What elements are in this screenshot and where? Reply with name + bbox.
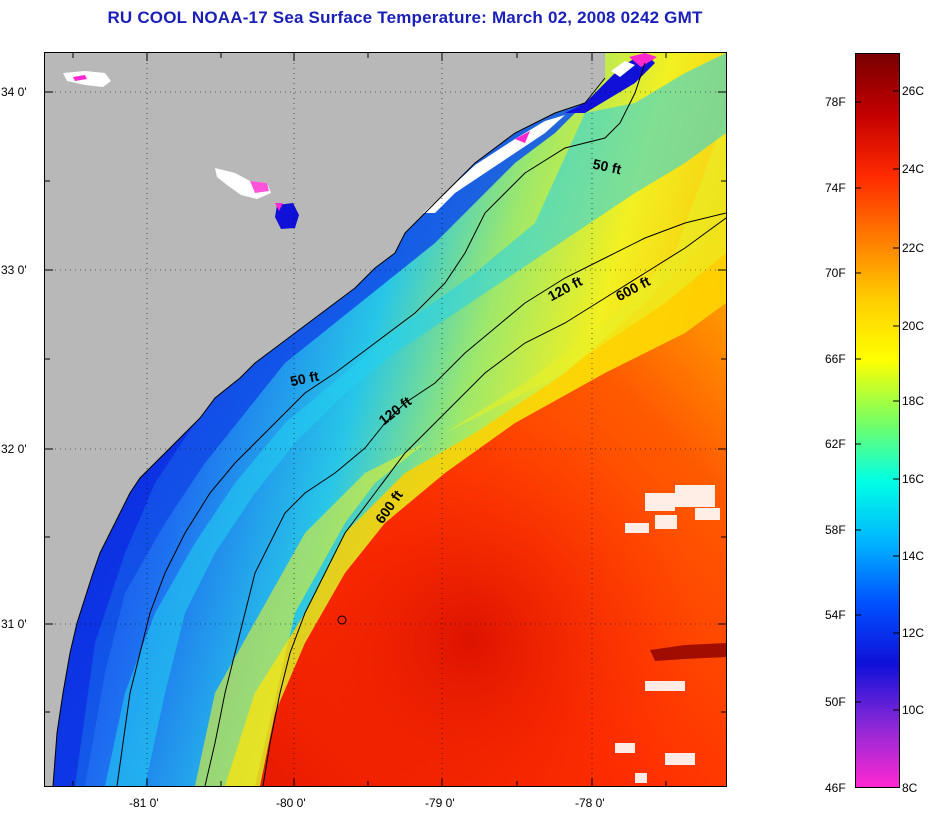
colorbar-c-label: 16C [902, 472, 925, 486]
graticule [45, 53, 726, 786]
colorbar-c-label: 10C [902, 703, 925, 717]
colorbar-c-label: 8C [902, 781, 918, 795]
lat-label: 33 0' [1, 263, 27, 277]
colorbar-c-label: 18C [902, 394, 925, 408]
sst-map-canvas: 50 ft 50 ft 120 ft 120 ft 600 ft 600 ft [45, 53, 726, 786]
sst-map: 50 ft 50 ft 120 ft 120 ft 600 ft 600 ft [45, 53, 726, 786]
colorbar-c-label: 20C [902, 319, 925, 333]
contour-label-50ft: 50 ft [289, 368, 321, 390]
contour-label-50ft: 50 ft [591, 156, 623, 178]
colorbar-c-label: 22C [902, 241, 925, 255]
lon-label: -80 0' [276, 796, 306, 810]
cloud-cover [615, 485, 720, 783]
lon-label: -78 0' [575, 796, 605, 810]
colorbar-c-label: 26C [902, 84, 925, 98]
temperature-colorbar [855, 53, 900, 788]
lat-label: 31 0' [1, 617, 27, 631]
lon-label: -81 0' [129, 796, 159, 810]
colorbar-f-label: 54F [825, 608, 846, 622]
colorbar-c-label: 24C [902, 162, 925, 176]
colorbar-f-label: 70F [825, 266, 846, 280]
map-title: RU COOL NOAA-17 Sea Surface Temperature:… [107, 8, 703, 27]
colorbar-c-label: 14C [902, 549, 925, 563]
colorbar-f-label: 74F [825, 181, 846, 195]
colorbar-f-label: 50F [825, 695, 846, 709]
colorbar-f-label: 58F [825, 523, 846, 537]
lon-label: -79 0' [425, 796, 455, 810]
colorbar-c-label: 12C [902, 626, 925, 640]
lat-label: 34 0' [1, 85, 27, 99]
lat-label: 32 0' [1, 442, 27, 456]
colorbar-f-label: 66F [825, 352, 846, 366]
colorbar-f-label: 62F [825, 437, 846, 451]
colorbar-f-label: 46F [825, 781, 846, 795]
colorbar-f-label: 78F [825, 95, 846, 109]
